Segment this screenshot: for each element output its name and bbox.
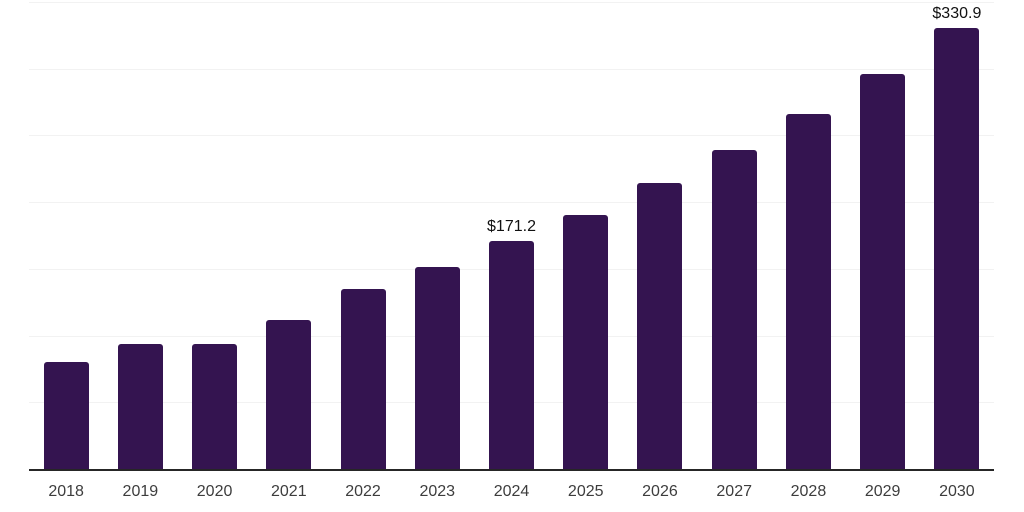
bar-2028 xyxy=(785,114,831,470)
gridline xyxy=(29,202,994,204)
gridline xyxy=(29,135,994,137)
x-tick-label-2029: 2029 xyxy=(864,483,901,500)
x-tick-label-2022: 2022 xyxy=(345,483,381,500)
x-tick-label-2018: 2018 xyxy=(48,483,84,500)
x-tick-label-2019: 2019 xyxy=(122,483,159,500)
x-tick-label-2023: 2023 xyxy=(419,483,456,500)
value-label-2030: $330.9 xyxy=(932,4,982,22)
x-tick-label-2025: 2025 xyxy=(567,483,604,500)
bar-2021 xyxy=(266,320,312,470)
x-tick-label-2027: 2027 xyxy=(716,483,752,500)
x-tick-label-2030: 2030 xyxy=(939,483,975,500)
x-tick-label-2020: 2020 xyxy=(196,483,233,500)
bar-2018 xyxy=(43,361,89,470)
bar-2027 xyxy=(711,150,757,470)
x-tick-label-2024: 2024 xyxy=(493,483,530,500)
x-tick-label-2028: 2028 xyxy=(790,483,827,500)
x-tick-label-2026: 2026 xyxy=(642,483,678,500)
bar-2026 xyxy=(637,182,683,470)
bar-2025 xyxy=(563,214,609,470)
bar-2022 xyxy=(340,289,386,470)
gridline xyxy=(29,68,994,70)
bar-2029 xyxy=(860,73,906,470)
x-axis-line xyxy=(29,468,994,471)
bar-2023 xyxy=(414,267,460,470)
value-label-2024: $171.2 xyxy=(487,218,536,236)
x-tick-label-2021: 2021 xyxy=(271,483,307,500)
bar-2020 xyxy=(192,344,238,470)
bar-2030 xyxy=(934,27,980,470)
bar-2024 xyxy=(489,241,534,470)
bar-2019 xyxy=(117,344,163,470)
gridline xyxy=(29,2,994,3)
